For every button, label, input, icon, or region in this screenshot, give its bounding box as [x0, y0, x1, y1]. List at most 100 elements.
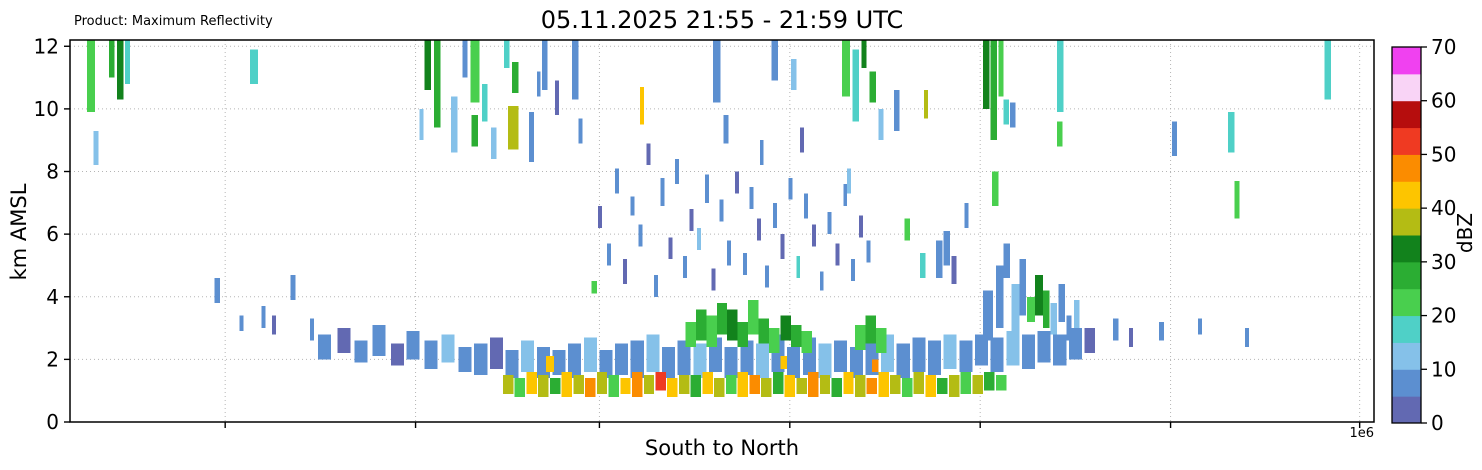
y-tick-label: 6 — [46, 222, 59, 246]
reflectivity-cell — [780, 356, 788, 369]
reflectivity-cell — [555, 80, 559, 116]
reflectivity-cell — [1034, 274, 1043, 316]
reflectivity-cell — [1324, 40, 1331, 100]
reflectivity-cell — [834, 340, 848, 372]
colorbar-segment — [1392, 154, 1421, 182]
reflectivity-cell — [878, 108, 884, 141]
reflectivity-cell — [538, 375, 549, 397]
reflectivity-cell — [755, 343, 769, 379]
reflectivity-cell — [643, 375, 655, 394]
reflectivity-cell — [951, 256, 957, 285]
reflectivity-cell — [843, 371, 854, 394]
reflectivity-cell — [990, 337, 1004, 372]
reflectivity-cell — [545, 356, 554, 372]
reflectivity-cell — [849, 346, 863, 379]
reflectivity-cell — [249, 49, 258, 84]
reflectivity-cell — [512, 61, 519, 94]
reflectivity-cell — [943, 231, 951, 266]
reflectivity-cell — [655, 371, 666, 391]
reflectivity-cell — [677, 340, 691, 376]
reflectivity-cell — [406, 331, 420, 360]
reflectivity-cell — [995, 265, 1004, 329]
reflectivity-cell — [869, 71, 876, 103]
reflectivity-cell — [1244, 328, 1249, 347]
colorbar-segment — [1392, 315, 1421, 343]
reflectivity-cell — [638, 224, 643, 247]
colorbar-tick-label: 40 — [1431, 196, 1456, 220]
reflectivity-cell — [894, 90, 900, 131]
reflectivity-cell — [1197, 318, 1202, 335]
reflectivity-cell — [599, 349, 613, 379]
reflectivity-cell — [1234, 180, 1240, 219]
x-axis-label: South to North — [644, 436, 800, 460]
reflectivity-cell — [646, 143, 651, 166]
reflectivity-cell — [719, 199, 724, 222]
reflectivity-cell — [865, 315, 876, 344]
reflectivity-cell — [561, 371, 573, 397]
reflectivity-cell — [791, 58, 797, 91]
y-tick-label: 2 — [46, 347, 59, 371]
reflectivity-cell — [725, 375, 737, 394]
reflectivity-cell — [290, 274, 296, 300]
colorbar-tick-label: 10 — [1431, 357, 1456, 381]
reflectivity-cell — [780, 234, 785, 260]
reflectivity-cell — [913, 371, 925, 394]
reflectivity-cell — [780, 315, 792, 341]
colorbar-segment — [1392, 396, 1421, 424]
reflectivity-cell — [768, 328, 780, 354]
reflectivity-cell — [928, 340, 942, 376]
colorbar-segment — [1392, 47, 1421, 75]
colorbar-frame — [1391, 46, 1422, 424]
reflectivity-cell — [706, 315, 717, 347]
colorbar-tick-label: 70 — [1431, 35, 1456, 59]
reflectivity-cell — [93, 130, 99, 166]
product-label: Product: Maximum Reflectivity — [74, 14, 273, 29]
reflectivity-cell — [761, 378, 772, 397]
reflectivity-cell — [808, 371, 819, 397]
reflectivity-cell — [568, 343, 582, 379]
reflectivity-cell — [711, 268, 716, 291]
reflectivity-cell — [639, 86, 644, 125]
reflectivity-cell — [705, 174, 709, 203]
reflectivity-cell — [1053, 334, 1067, 366]
reflectivity-cell — [654, 274, 659, 297]
reflectivity-cell — [620, 378, 631, 394]
reflectivity-cell — [740, 340, 754, 376]
reflectivity-cell — [536, 71, 541, 97]
reflectivity-cell — [1068, 328, 1082, 360]
reflectivity-cell — [796, 256, 801, 278]
reflectivity-cell — [124, 40, 130, 84]
reflectivity-cell — [1128, 328, 1133, 347]
reflectivity-cell — [920, 252, 926, 278]
reflectivity-cell — [685, 321, 696, 347]
reflectivity-cell — [1011, 284, 1020, 335]
reflectivity-cell — [1006, 331, 1020, 366]
colorbar-segment — [1392, 100, 1421, 129]
reflectivity-cell — [549, 378, 561, 394]
colorbar-segment — [1392, 369, 1421, 397]
reflectivity-cell — [693, 343, 707, 379]
reflectivity-cell — [851, 259, 856, 282]
colorbar-segment — [1392, 181, 1421, 209]
reflectivity-cell — [759, 140, 764, 166]
reflectivity-cell — [1050, 303, 1058, 335]
reflectivity-cell — [819, 271, 824, 291]
reflectivity-cell — [109, 40, 115, 78]
reflectivity-cell — [925, 375, 936, 397]
reflectivity-cell — [784, 375, 796, 397]
reflectivity-cell — [450, 96, 458, 153]
reflectivity-cell — [504, 40, 510, 69]
reflectivity-cell — [924, 90, 929, 119]
reflectivity-cell — [660, 177, 665, 206]
reflectivity-cell — [1010, 102, 1016, 128]
reflectivity-cell — [272, 315, 277, 335]
reflectivity-cell — [607, 243, 612, 266]
reflectivity-cell — [937, 378, 948, 394]
reflectivity-cell — [827, 212, 832, 235]
reflectivity-cell — [771, 40, 779, 81]
reflectivity-cell — [458, 346, 472, 372]
reflectivity-cell — [791, 324, 802, 347]
reflectivity-cell — [735, 171, 739, 194]
reflectivity-cell — [372, 324, 386, 357]
